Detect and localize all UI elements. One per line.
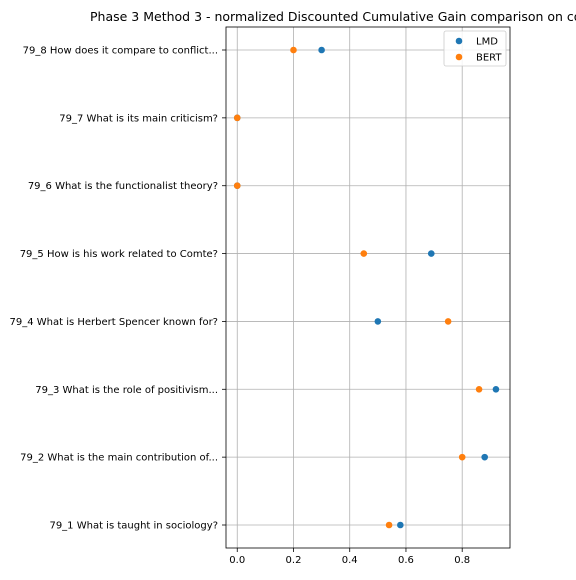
point-lmd-5 [374, 318, 382, 325]
y-tick-label: 79_5 How is his work related to Comte? [20, 249, 218, 260]
point-lmd-7 [481, 453, 488, 461]
axes-frame [225, 26, 511, 549]
x-tick-label: 0.0 [229, 555, 245, 566]
x-tick-label: 0.8 [454, 555, 470, 566]
point-lmd-8 [397, 521, 404, 529]
y-tick-label: 79_8 How does it compare to conflict... [23, 46, 218, 57]
legend: LMD BERT [443, 30, 507, 67]
legend-label-lmd: LMD [476, 37, 498, 48]
y-tick-label: 79_1 What is taught in sociology? [49, 521, 218, 532]
legend-label-bert: BERT [476, 53, 502, 64]
legend-marker-lmd [455, 37, 463, 45]
point-bert-3 [233, 182, 241, 190]
y-tick-label: 79_3 What is the role of positivism... [35, 385, 218, 396]
y-tick-label: 79_4 What is Herbert Spencer known for? [9, 317, 218, 328]
point-bert-4 [360, 250, 368, 257]
point-bert-5 [444, 318, 452, 325]
y-tick-label: 79_2 What is the main contribution of... [20, 453, 218, 464]
point-bert-8 [385, 521, 393, 529]
legend-marker-bert [455, 53, 463, 61]
x-tick-label: 0.6 [398, 555, 414, 566]
x-tick-label: 0.4 [342, 555, 358, 566]
y-tick-label: 79_7 What is its main criticism? [59, 113, 218, 124]
tick-layer: 0.0 0.2 0.4 0.6 0.8 79_8 How does it compare … [9, 46, 470, 567]
point-bert-1 [290, 46, 297, 54]
point-lmd-1 [318, 46, 325, 54]
grid-layer [226, 27, 510, 548]
legend-items: LMD BERT [455, 37, 502, 64]
point-bert-7 [458, 453, 466, 461]
point-bert-6 [475, 385, 483, 393]
y-tick-label: 79_6 What is the functionalist theory? [28, 181, 218, 192]
point-lmd-6 [492, 385, 500, 393]
chart-title: Phase 3 Method 3 - normalized Discounted… [90, 9, 576, 24]
point-lmd-4 [427, 250, 435, 257]
x-tick-label: 0.2 [286, 555, 302, 566]
point-bert-2 [233, 114, 241, 122]
point-layer [233, 46, 500, 529]
